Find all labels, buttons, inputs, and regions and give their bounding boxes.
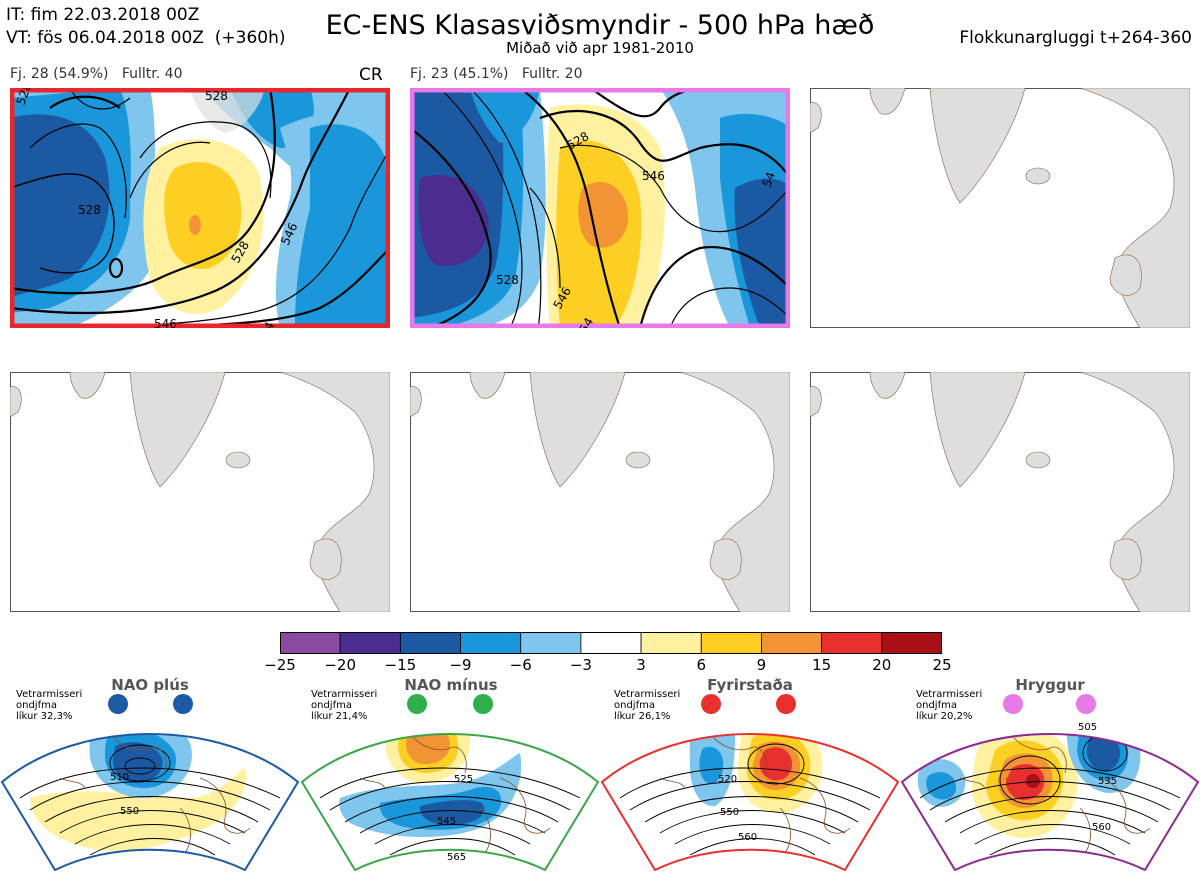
- colorbar-tick-label: 6: [696, 656, 707, 674]
- contour-label: 546: [642, 169, 665, 183]
- colorbar-tick-label: −6: [509, 656, 532, 674]
- colorbar-tick-label: −25: [264, 656, 296, 674]
- contour-label: 528: [496, 273, 519, 287]
- empty-map-panel: [810, 88, 1190, 328]
- contour-label: 545: [437, 816, 456, 827]
- colorbar-tick-label: 25: [932, 656, 952, 674]
- colorbar-tick-label: −20: [324, 656, 356, 674]
- colorbar-tick-label: −3: [569, 656, 592, 674]
- cluster1-map: 528 528 528 528 546 546 54: [10, 88, 390, 328]
- regime-dot: [473, 694, 493, 714]
- colorbar: [279, 631, 943, 655]
- contour-label: 528: [205, 89, 228, 103]
- cluster2-label: Fj. 23 (45.1%) Fulltr. 20: [410, 66, 583, 82]
- regime-map-fyrirstada: 520 550 560: [600, 688, 900, 872]
- regime-title: NAO mínus: [404, 676, 498, 694]
- init-time: IT: fim 22.03.2018 00Z: [6, 5, 200, 25]
- contour-label: 550: [720, 807, 739, 818]
- colorbar-cell: [279, 631, 341, 655]
- regime-map-hryggur: 505 535 560: [900, 688, 1200, 872]
- colorbar-cell: [339, 631, 401, 655]
- colorbar-tick-label: −15: [384, 656, 417, 674]
- contour-label: 520: [718, 774, 737, 785]
- regime-dot: [173, 694, 193, 714]
- contour-label: 546: [154, 317, 177, 328]
- colorbar-tick-label: 20: [872, 656, 892, 674]
- contour-label: 565: [447, 852, 466, 863]
- page-title: EC-ENS Klasasviðsmyndir - 500 hPa hæð: [325, 10, 875, 41]
- contour-label: 560: [1092, 822, 1111, 833]
- regime-note: Vetrarmisseri ondjfma líkur 21,4%: [311, 689, 378, 722]
- colorbar-cell: [881, 631, 943, 655]
- header-times: IT: fim 22.03.2018 00Z VT: fös 06.04.2018…: [6, 4, 285, 50]
- window-label: Flokkunargluggi t+264-360: [959, 28, 1192, 48]
- colorbar-cell: [580, 631, 642, 655]
- cluster1-label: Fj. 28 (54.9%) Fulltr. 40: [10, 66, 183, 82]
- regime-map-nao-minus: 525 545 565: [300, 688, 600, 872]
- colorbar-cell: [700, 631, 762, 655]
- colorbar-tick-label: −9: [449, 656, 472, 674]
- regime-dot: [407, 694, 427, 714]
- contour-label: 505: [1078, 722, 1097, 733]
- colorbar-cell: [520, 631, 582, 655]
- colorbar-cell: [821, 631, 883, 655]
- empty-map-panel: [10, 372, 390, 612]
- contour-label: 510: [110, 772, 129, 783]
- cluster2-map: 528 546 528 546 54 54: [410, 88, 790, 328]
- contour-label: 525: [454, 774, 473, 785]
- regime-dot: [701, 694, 721, 714]
- contour-label: 535: [1098, 776, 1117, 787]
- regime-note: Vetrarmisseri ondjfma líkur 26,1%: [614, 689, 681, 722]
- empty-map-panel: [810, 372, 1190, 612]
- contour-label: 54: [760, 170, 778, 189]
- regime-dot: [776, 694, 796, 714]
- regime-note: Vetrarmisseri ondjfma líkur 32,3%: [16, 689, 83, 722]
- contour-label: 54: [258, 320, 277, 328]
- colorbar-tick-label: 15: [812, 656, 832, 674]
- colorbar-cell: [640, 631, 702, 655]
- colorbar-tick-label: 3: [636, 656, 646, 674]
- contour-label: 550: [120, 806, 139, 817]
- colorbar-cell: [761, 631, 823, 655]
- colorbar-cell: [460, 631, 522, 655]
- cluster1-regime-tag: CR: [359, 65, 383, 85]
- empty-map-panel: [410, 372, 790, 612]
- regime-dot: [1003, 694, 1023, 714]
- regime-note: Vetrarmisseri ondjfma líkur 20,2%: [916, 689, 983, 722]
- colorbar-tick-label: 9: [756, 656, 767, 674]
- regime-dot: [108, 694, 128, 714]
- contour-label: 560: [738, 832, 757, 843]
- page-subtitle: Miðað við apr 1981-2010: [506, 39, 694, 57]
- regime-dot: [1076, 694, 1096, 714]
- contour-label: 528: [78, 203, 101, 217]
- colorbar-cell: [399, 631, 461, 655]
- regime-map-nao-plus: 510 550: [0, 688, 300, 872]
- regime-title: Fyrirstaða: [707, 676, 793, 694]
- regime-title: Hryggur: [1015, 676, 1085, 694]
- valid-time: VT: fös 06.04.2018 00Z (+360h): [6, 28, 286, 48]
- regime-title: NAO plús: [111, 676, 189, 694]
